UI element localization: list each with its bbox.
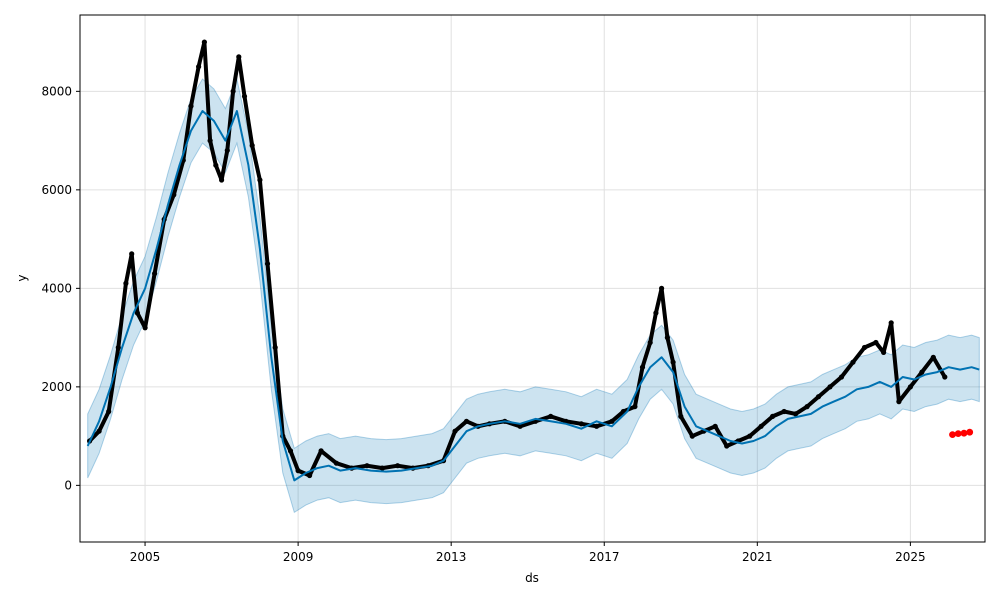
- grid: [80, 15, 985, 542]
- observed-point: [712, 423, 718, 429]
- observed-point: [463, 418, 470, 424]
- x-tick-label: 2009: [283, 550, 314, 564]
- observed-point: [134, 310, 140, 316]
- observed-point: [815, 394, 822, 400]
- observed-point: [873, 339, 879, 346]
- observed-point: [201, 39, 207, 45]
- observed-point: [647, 339, 653, 346]
- observed-point: [578, 421, 584, 427]
- observed-point: [142, 325, 148, 331]
- observed-point: [747, 433, 753, 439]
- highlight-point: [960, 429, 968, 437]
- observed-point: [272, 344, 278, 351]
- observed-point: [171, 192, 177, 198]
- observed-point: [930, 354, 936, 360]
- observed-point: [395, 463, 401, 469]
- y-axis-ticks: 0 2000 4000 6000 8000: [41, 84, 80, 492]
- observed-point: [827, 384, 833, 390]
- observed-point: [115, 344, 121, 351]
- x-tick-label: 2021: [742, 550, 773, 564]
- x-tick-label: 2017: [589, 550, 620, 564]
- observed-point: [236, 54, 242, 60]
- observed-point: [152, 271, 158, 277]
- observed-point: [257, 177, 263, 183]
- observed-point: [213, 162, 219, 168]
- highlight-point: [966, 428, 974, 436]
- observed-point: [881, 349, 887, 355]
- observed-point: [919, 369, 925, 375]
- observed-point: [781, 408, 787, 415]
- observed-point: [241, 93, 248, 99]
- observed-point: [653, 310, 659, 316]
- observed-point: [804, 404, 810, 410]
- observed-point: [307, 472, 313, 479]
- observed-point: [907, 384, 914, 390]
- observed-point: [96, 428, 102, 434]
- observed-point: [230, 88, 236, 94]
- observed-point: [224, 147, 230, 153]
- uncertainty-band: [87, 77, 980, 514]
- observed-point: [632, 404, 638, 410]
- observed-point: [207, 138, 213, 144]
- observed-point: [123, 280, 129, 286]
- highlight-point: [954, 430, 962, 437]
- observed-point: [249, 142, 255, 149]
- y-tick-label: 4000: [41, 281, 72, 295]
- x-tick-label: 2005: [130, 550, 161, 564]
- x-tick-label: 2025: [895, 550, 926, 564]
- observed-point: [129, 251, 135, 257]
- observed-point: [188, 103, 194, 109]
- observed-point: [724, 443, 730, 449]
- observed-point: [364, 463, 370, 469]
- x-axis-label: ds: [525, 571, 539, 585]
- observed-point: [609, 418, 615, 424]
- observed-point: [287, 448, 294, 454]
- highlight-point: [949, 431, 956, 438]
- observed-point: [861, 344, 868, 351]
- observed-point: [452, 428, 458, 434]
- y-tick-label: 6000: [41, 183, 72, 197]
- y-tick-label: 8000: [41, 84, 72, 98]
- observed-point: [689, 433, 695, 439]
- y-tick-label: 0: [64, 478, 72, 492]
- observed-point: [333, 460, 339, 466]
- observed-point: [942, 374, 948, 380]
- y-tick-label: 2000: [41, 380, 72, 394]
- observed-point: [888, 320, 894, 326]
- observed-point: [548, 413, 554, 419]
- observed-point: [594, 423, 600, 429]
- observed-point: [770, 413, 776, 419]
- plot-frame: [79, 14, 986, 543]
- forecast-line: [86, 110, 980, 482]
- observed-point: [838, 374, 845, 380]
- observed-point: [896, 399, 902, 405]
- observed-point: [219, 177, 225, 183]
- observed-point: [670, 359, 676, 365]
- observed-point: [659, 285, 665, 291]
- observed-point: [639, 364, 646, 370]
- x-axis-ticks: 2005 2009 2013 2017 2021 2025: [130, 542, 926, 564]
- observed-point: [517, 423, 523, 429]
- observed-point: [664, 335, 671, 341]
- observed-point: [678, 413, 684, 419]
- observed-point: [106, 408, 112, 415]
- observed-point: [318, 448, 324, 454]
- observed-point: [758, 423, 764, 429]
- observed-point: [264, 261, 271, 267]
- observed-point: [379, 465, 385, 471]
- y-axis-label: y: [15, 274, 29, 281]
- x-tick-label: 2013: [436, 550, 467, 564]
- observed-point: [196, 64, 202, 70]
- observed-point: [850, 359, 856, 365]
- observed-point: [793, 411, 799, 417]
- highlight-points: [949, 428, 974, 438]
- observed-point: [295, 468, 301, 474]
